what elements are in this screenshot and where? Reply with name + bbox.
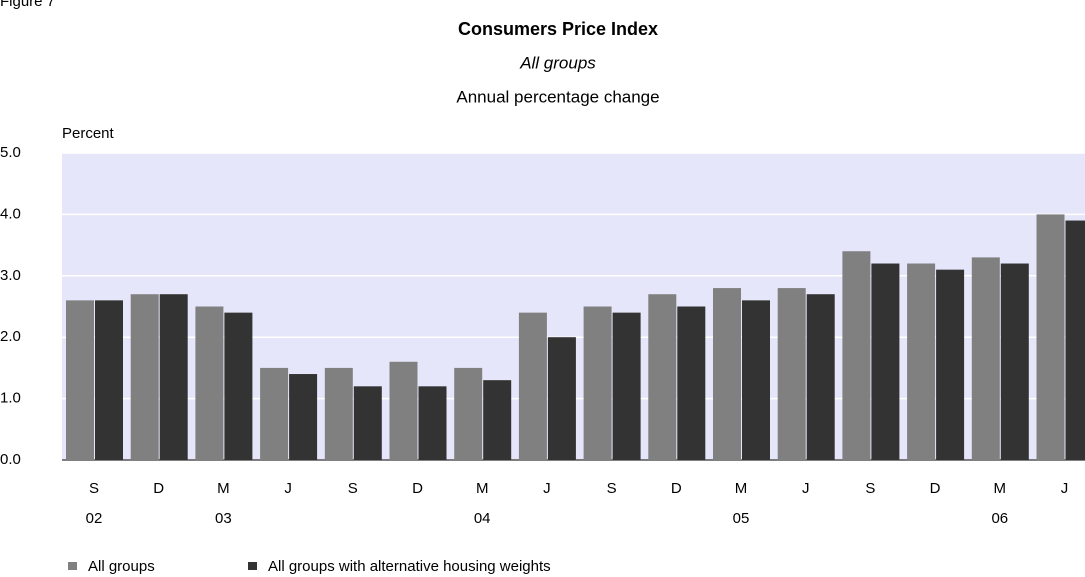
x-tick-label: J [802, 480, 810, 497]
bar [713, 288, 741, 460]
bar [483, 380, 512, 460]
legend-swatch [68, 562, 77, 570]
x-tick-year: 05 [733, 510, 750, 527]
bar [518, 312, 547, 460]
bar [195, 306, 224, 460]
legend-swatch [248, 562, 257, 570]
x-tick-label: S [607, 480, 617, 497]
bar [260, 367, 289, 460]
bar [353, 386, 382, 460]
bar [936, 269, 965, 460]
bar [389, 361, 418, 460]
y-tick-label: 0.0 [0, 451, 21, 468]
bar [742, 300, 770, 460]
bar [648, 294, 677, 460]
chart-subtitle: All groups [519, 53, 596, 72]
x-tick-label: D [930, 480, 941, 497]
bar [66, 300, 94, 460]
bar [612, 312, 641, 460]
bar [547, 337, 576, 460]
figure-label: Figure 7 [0, 0, 55, 10]
x-tick-label: M [994, 480, 1007, 497]
x-tick-label: J [284, 480, 292, 497]
chart-title: Consumers Price Index [458, 19, 658, 39]
bar [159, 294, 188, 460]
bar [1065, 220, 1085, 460]
y-tick-label: 3.0 [0, 267, 21, 284]
y-tick-label: 4.0 [0, 205, 21, 222]
y-axis-label: Percent [62, 125, 115, 142]
bar [224, 312, 253, 460]
x-tick-year: 04 [474, 510, 491, 527]
y-tick-label: 1.0 [0, 390, 21, 407]
legend-label: All groups [88, 558, 155, 575]
x-tick-label: J [543, 480, 551, 497]
x-tick-label: D [671, 480, 682, 497]
chart-subtitle: Annual percentage change [456, 87, 659, 106]
x-tick-label: M [476, 480, 489, 497]
x-tick-label: S [89, 480, 99, 497]
bar [806, 294, 835, 460]
bar [907, 263, 936, 460]
x-tick-label: M [217, 480, 230, 497]
bar [871, 263, 900, 460]
bar [677, 306, 706, 460]
x-tick-label: J [1061, 480, 1069, 497]
bar [289, 374, 318, 460]
bar [1000, 263, 1029, 460]
legend-label: All groups with alternative housing weig… [268, 558, 551, 575]
x-tick-year: 03 [215, 510, 232, 527]
x-tick-label: S [865, 480, 875, 497]
y-tick-label: 2.0 [0, 328, 21, 345]
bar [1036, 214, 1065, 460]
bar [777, 288, 806, 460]
bar [95, 300, 123, 460]
bar [583, 306, 612, 460]
bar [454, 367, 483, 460]
y-tick-label: 5.0 [0, 144, 21, 161]
bar [971, 257, 1000, 460]
bar [130, 294, 159, 460]
bar [842, 251, 871, 460]
x-tick-label: D [153, 480, 164, 497]
x-tick-label: S [348, 480, 358, 497]
bar [418, 386, 447, 460]
x-tick-year: 02 [86, 510, 103, 527]
bar [324, 367, 353, 460]
x-tick-label: M [735, 480, 748, 497]
x-tick-year: 06 [991, 510, 1008, 527]
x-tick-label: D [412, 480, 423, 497]
